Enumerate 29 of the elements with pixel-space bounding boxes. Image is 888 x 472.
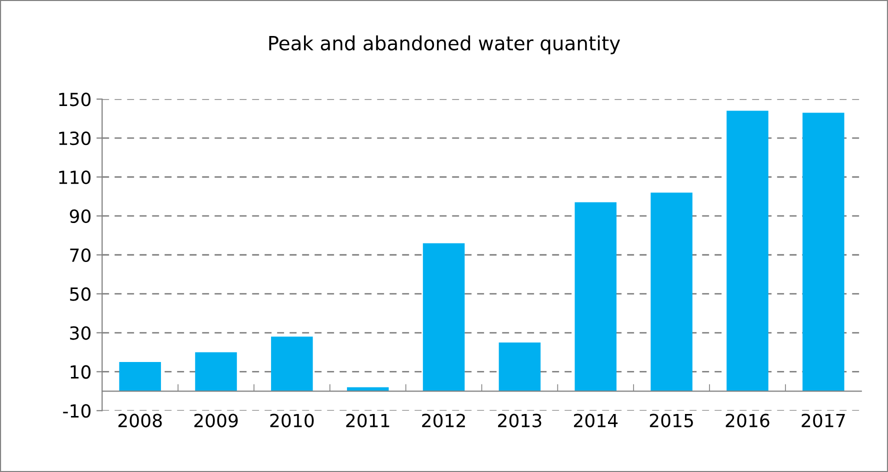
bar: [195, 352, 237, 392]
y-tick-label: 110: [59, 170, 91, 184]
x-tick-label: 2013: [498, 414, 542, 428]
bar: [422, 243, 465, 392]
x-tick-label: 2016: [726, 414, 770, 428]
y-tick-label: 10: [70, 365, 91, 379]
y-tick-label: 30: [70, 326, 91, 340]
y-tick-label: 70: [70, 248, 91, 262]
y-tick-label: 90: [70, 209, 91, 224]
y-tick-label: 130: [59, 132, 91, 146]
x-tick-label: 2009: [194, 414, 238, 428]
bar: [498, 342, 541, 392]
x-tick-label: 2014: [574, 414, 618, 428]
bar: [119, 362, 161, 392]
x-tick-label: 2010: [270, 414, 314, 428]
y-tick-label: -10: [63, 404, 91, 418]
x-tick-label: 2011: [346, 414, 390, 428]
chart-title: Peak and abandoned water quantity: [269, 35, 620, 54]
x-tick-label: 2015: [650, 414, 693, 428]
bar: [271, 336, 313, 392]
y-tick-label: 150: [59, 92, 91, 106]
y-tick-label: 50: [70, 287, 91, 301]
bar: [650, 192, 692, 392]
x-tick-label: 2008: [118, 414, 162, 428]
x-tick-label: 2012: [422, 414, 465, 428]
bar: [726, 110, 768, 392]
x-tick-label: 2017: [802, 414, 845, 428]
bar: [802, 112, 844, 392]
bar: [574, 202, 617, 392]
